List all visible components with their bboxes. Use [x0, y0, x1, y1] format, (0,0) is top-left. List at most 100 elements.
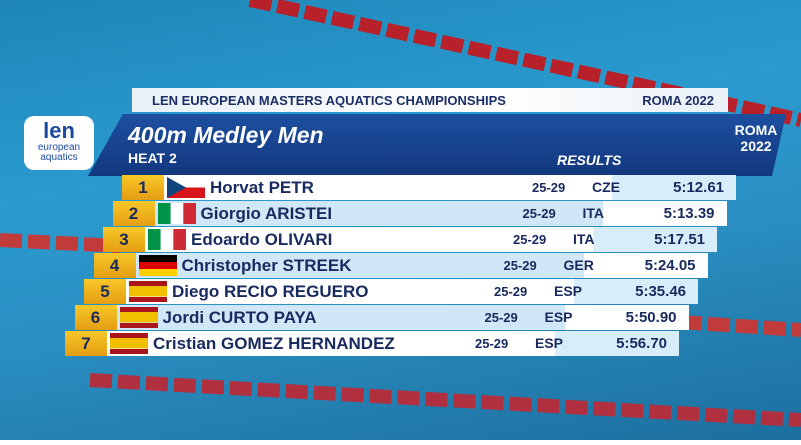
row-background — [126, 279, 574, 304]
time-background — [555, 331, 679, 356]
row-background — [107, 331, 555, 356]
flag — [110, 333, 148, 354]
nation: ESP — [554, 283, 583, 299]
flag-stripe — [119, 317, 158, 323]
flag-stripe — [170, 203, 183, 224]
time-background — [612, 175, 736, 200]
age-group: 25-29 — [494, 284, 528, 299]
flag-stripe — [129, 291, 167, 297]
flag-stripe — [129, 281, 167, 287]
athlete-name: Edoardo OLIVARI — [191, 230, 333, 249]
venue: ROMA 2022 — [642, 93, 714, 108]
logo-text: european aquatics — [37, 142, 81, 163]
time-background — [564, 305, 689, 330]
flag-stripe — [173, 229, 186, 250]
nation: ESP — [544, 309, 573, 325]
result-time: 5:35.46 — [635, 283, 686, 300]
rank: 7 — [65, 331, 107, 356]
result-time: 5:50.90 — [625, 309, 677, 326]
athlete-name: Jordi CURTO PAYA — [162, 308, 317, 327]
flag — [148, 229, 186, 250]
roma-logo: ROMA 2022 — [734, 122, 778, 154]
row-background — [154, 201, 603, 226]
lane-rope — [89, 373, 801, 427]
rank: 5 — [84, 279, 126, 304]
flag-stripe — [138, 269, 177, 276]
flag — [119, 307, 158, 328]
rank: 6 — [74, 305, 117, 330]
results-label: RESULTS — [557, 152, 622, 168]
age-group: 25-29 — [532, 180, 566, 195]
flag — [167, 177, 205, 198]
nation: GER — [563, 257, 594, 273]
flag — [138, 255, 177, 276]
age-group: 25-29 — [513, 232, 547, 247]
result-row: 5 Diego RECIO REGUERO 25-29 ESP 5:35.46 — [84, 279, 698, 304]
flag-stripe — [119, 307, 158, 313]
nation: ITA — [573, 231, 595, 247]
result-row: 1 Horvat PETR 25-29 CZE 5:12.61 — [122, 175, 736, 200]
flag-stripe — [148, 229, 161, 250]
athlete-name: Giorgio ARISTEI — [200, 204, 333, 223]
event-title: 400m Medley Men — [128, 122, 324, 148]
time-background — [593, 227, 717, 252]
flag-stripe — [138, 262, 177, 269]
logo-mark: len — [43, 118, 75, 143]
flag-stripe — [167, 177, 205, 188]
row-background — [164, 175, 612, 200]
rank: 3 — [103, 227, 145, 252]
row-background — [135, 253, 584, 278]
rank: 4 — [93, 253, 136, 278]
nation: ESP — [535, 335, 564, 351]
flag-stripe — [157, 203, 171, 224]
athlete-name: Horvat PETR — [210, 178, 314, 197]
age-group: 25-29 — [503, 258, 537, 273]
nation: ITA — [582, 205, 605, 221]
heat-label: HEAT 2 — [128, 150, 177, 166]
row-background — [116, 305, 565, 330]
rank: 2 — [112, 201, 155, 226]
flag-stripe — [167, 187, 205, 198]
result-time: 5:12.61 — [673, 179, 724, 196]
flag — [157, 203, 196, 224]
rank: 1 — [122, 175, 164, 200]
flag-stripe — [119, 312, 158, 318]
flag — [129, 281, 167, 302]
result-row: 2 Giorgio ARISTEI 25-29 ITA 5:13.39 — [112, 201, 727, 226]
header-bar: LEN EUROPEAN MASTERS AQUATICS CHAMPIONSH… — [132, 88, 728, 112]
athlete-name: Diego RECIO REGUERO — [172, 282, 369, 301]
title-band — [88, 114, 786, 176]
flag-stripe — [110, 333, 148, 339]
result-time: 5:24.05 — [644, 257, 696, 274]
time-background — [574, 279, 698, 304]
athlete-name: Cristian GOMEZ HERNANDEZ — [153, 334, 395, 353]
len-logo: len european aquatics — [24, 116, 94, 170]
lane-rope — [0, 233, 121, 253]
time-background — [583, 253, 708, 278]
flag-stripe — [110, 343, 148, 349]
age-group: 25-29 — [475, 336, 509, 351]
flag-stripe — [129, 297, 167, 302]
logo-year: 2022 — [740, 138, 772, 154]
result-time: 5:13.39 — [663, 205, 715, 222]
logo-city: ROMA — [734, 122, 778, 138]
flag-stripe — [119, 323, 158, 328]
row-background — [145, 227, 593, 252]
flag-stripe — [138, 255, 177, 262]
time-background — [602, 201, 727, 226]
flag-stripe — [160, 229, 174, 250]
flag-stripe — [129, 286, 167, 292]
result-time: 5:17.51 — [654, 231, 705, 248]
flag-stripe — [182, 203, 196, 224]
age-group: 25-29 — [484, 310, 518, 325]
nation: CZE — [592, 179, 620, 195]
flag-triangle — [167, 177, 186, 198]
flag-stripe — [110, 338, 148, 344]
result-row: 3 Edoardo OLIVARI 25-29 ITA 5:17.51 — [103, 227, 717, 252]
result-time: 5:56.70 — [616, 335, 667, 352]
lane-rope — [679, 315, 801, 337]
result-row: 6 Jordi CURTO PAYA 25-29 ESP 5:50.90 — [74, 305, 689, 330]
flag-stripe — [110, 349, 148, 354]
result-row: 7 Cristian GOMEZ HERNANDEZ 25-29 ESP 5:56.70 — [65, 331, 679, 356]
